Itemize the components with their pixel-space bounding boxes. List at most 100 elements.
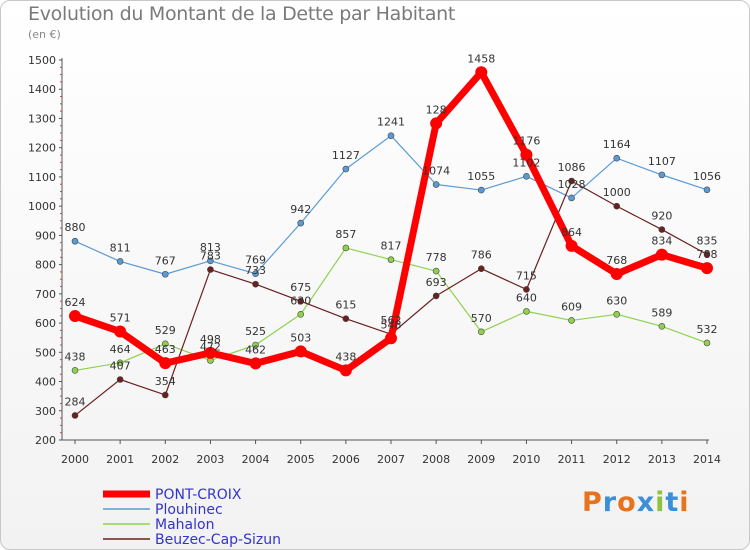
data-label: 529 (155, 324, 176, 337)
data-label: 615 (335, 299, 356, 312)
data-label: 284 (65, 395, 86, 408)
data-point (69, 310, 81, 323)
data-label: 1055 (467, 170, 495, 183)
data-label: 571 (110, 312, 131, 325)
data-label: 570 (471, 312, 492, 325)
data-label: 817 (381, 240, 402, 253)
data-label: 472 (200, 340, 221, 353)
legend-label: Beuzec-Cap-Sizun (155, 532, 281, 548)
data-label: 589 (651, 306, 672, 319)
y-tick-label: 500 (35, 346, 56, 359)
data-point (658, 322, 666, 330)
data-label: 769 (245, 254, 266, 267)
data-point (252, 341, 259, 349)
data-point (703, 186, 711, 194)
data-label: 463 (155, 343, 176, 356)
logo-letter: P (582, 487, 603, 518)
data-labels-layer: 624 571 463 498 462 503 438 548 128 1458 1176 864 76… (65, 52, 722, 408)
data-label: 675 (290, 281, 311, 294)
data-label: 640 (516, 291, 537, 304)
logo-letter: t (665, 487, 680, 518)
data-label: 630 (606, 294, 627, 307)
data-point (430, 117, 443, 130)
data-point (701, 262, 713, 275)
proxiti-logo: Proxiti (582, 487, 690, 518)
data-point (568, 177, 575, 185)
x-tick-label: 2013 (648, 453, 676, 466)
y-tick-label: 900 (35, 229, 56, 242)
data-point (204, 346, 217, 359)
data-point (71, 237, 79, 245)
data-point (207, 257, 214, 265)
data-label: 525 (245, 325, 266, 338)
data-label: 880 (65, 221, 86, 234)
x-tick-label: 2010 (512, 453, 540, 466)
data-point (477, 186, 485, 194)
legend: PONT-CROIXPlouhinecMahalonBeuzec-Cap-Siz… (103, 487, 281, 548)
data-point (161, 340, 169, 348)
data-point (297, 219, 305, 227)
x-tick-label: 2012 (603, 453, 631, 466)
data-label: 1164 (603, 138, 631, 151)
legend-label: Plouhinec (155, 502, 223, 518)
data-label: 920 (651, 210, 672, 223)
x-tick-label: 2004 (242, 453, 270, 466)
data-label: 438 (65, 350, 86, 363)
data-point (613, 154, 621, 162)
y-tick-label: 1300 (28, 112, 56, 125)
data-label: 1107 (648, 155, 676, 168)
data-label: 783 (200, 250, 221, 263)
data-point (387, 256, 395, 263)
data-point (568, 317, 575, 324)
chart-title: Evolution du Montant de la Dette par Hab… (28, 3, 456, 25)
data-label: 834 (651, 235, 672, 248)
data-point (613, 311, 621, 318)
data-label: 786 (471, 249, 492, 262)
data-point (523, 286, 530, 293)
x-tick-label: 2014 (693, 453, 721, 466)
data-label: 354 (155, 375, 176, 388)
data-point (655, 248, 668, 261)
y-tick-label: 1400 (28, 83, 56, 96)
data-point (116, 376, 124, 383)
data-point (116, 258, 124, 265)
y-tick-label: 1100 (28, 171, 56, 184)
data-point (568, 194, 575, 202)
data-point (297, 311, 305, 318)
logo-letter: o (617, 487, 637, 518)
data-point (432, 267, 440, 275)
x-tick-label: 2006 (332, 453, 360, 466)
legend-label: Mahalon (155, 517, 214, 533)
x-tick-label: 2002 (151, 453, 179, 466)
data-label: 624 (65, 296, 86, 309)
legend-label: PONT-CROIX (155, 487, 242, 503)
data-point (71, 412, 79, 419)
data-point (71, 367, 79, 374)
data-label: 693 (426, 276, 447, 289)
y-tick-label: 1500 (28, 54, 56, 67)
data-point (523, 173, 530, 180)
series-layer (69, 66, 713, 419)
data-point (342, 244, 350, 252)
data-point (207, 266, 214, 273)
data-point (385, 332, 397, 345)
data-point (159, 357, 172, 370)
logo-letter: r (602, 487, 618, 518)
data-label: 1000 (603, 186, 631, 199)
data-point (387, 132, 395, 140)
data-label: 768 (606, 254, 627, 267)
data-point (252, 280, 259, 288)
data-label: 942 (290, 203, 311, 216)
data-point (342, 315, 350, 322)
data-label: 1127 (332, 149, 360, 162)
y-tick-label: 700 (35, 288, 56, 301)
data-label: 548 (381, 318, 402, 331)
data-point (477, 328, 485, 336)
data-label: 813 (200, 241, 221, 254)
data-label: 811 (110, 241, 131, 254)
x-tick-label: 2001 (106, 453, 134, 466)
data-label: 1176 (512, 135, 540, 148)
data-label: 857 (335, 228, 356, 241)
data-label: 407 (110, 359, 131, 372)
